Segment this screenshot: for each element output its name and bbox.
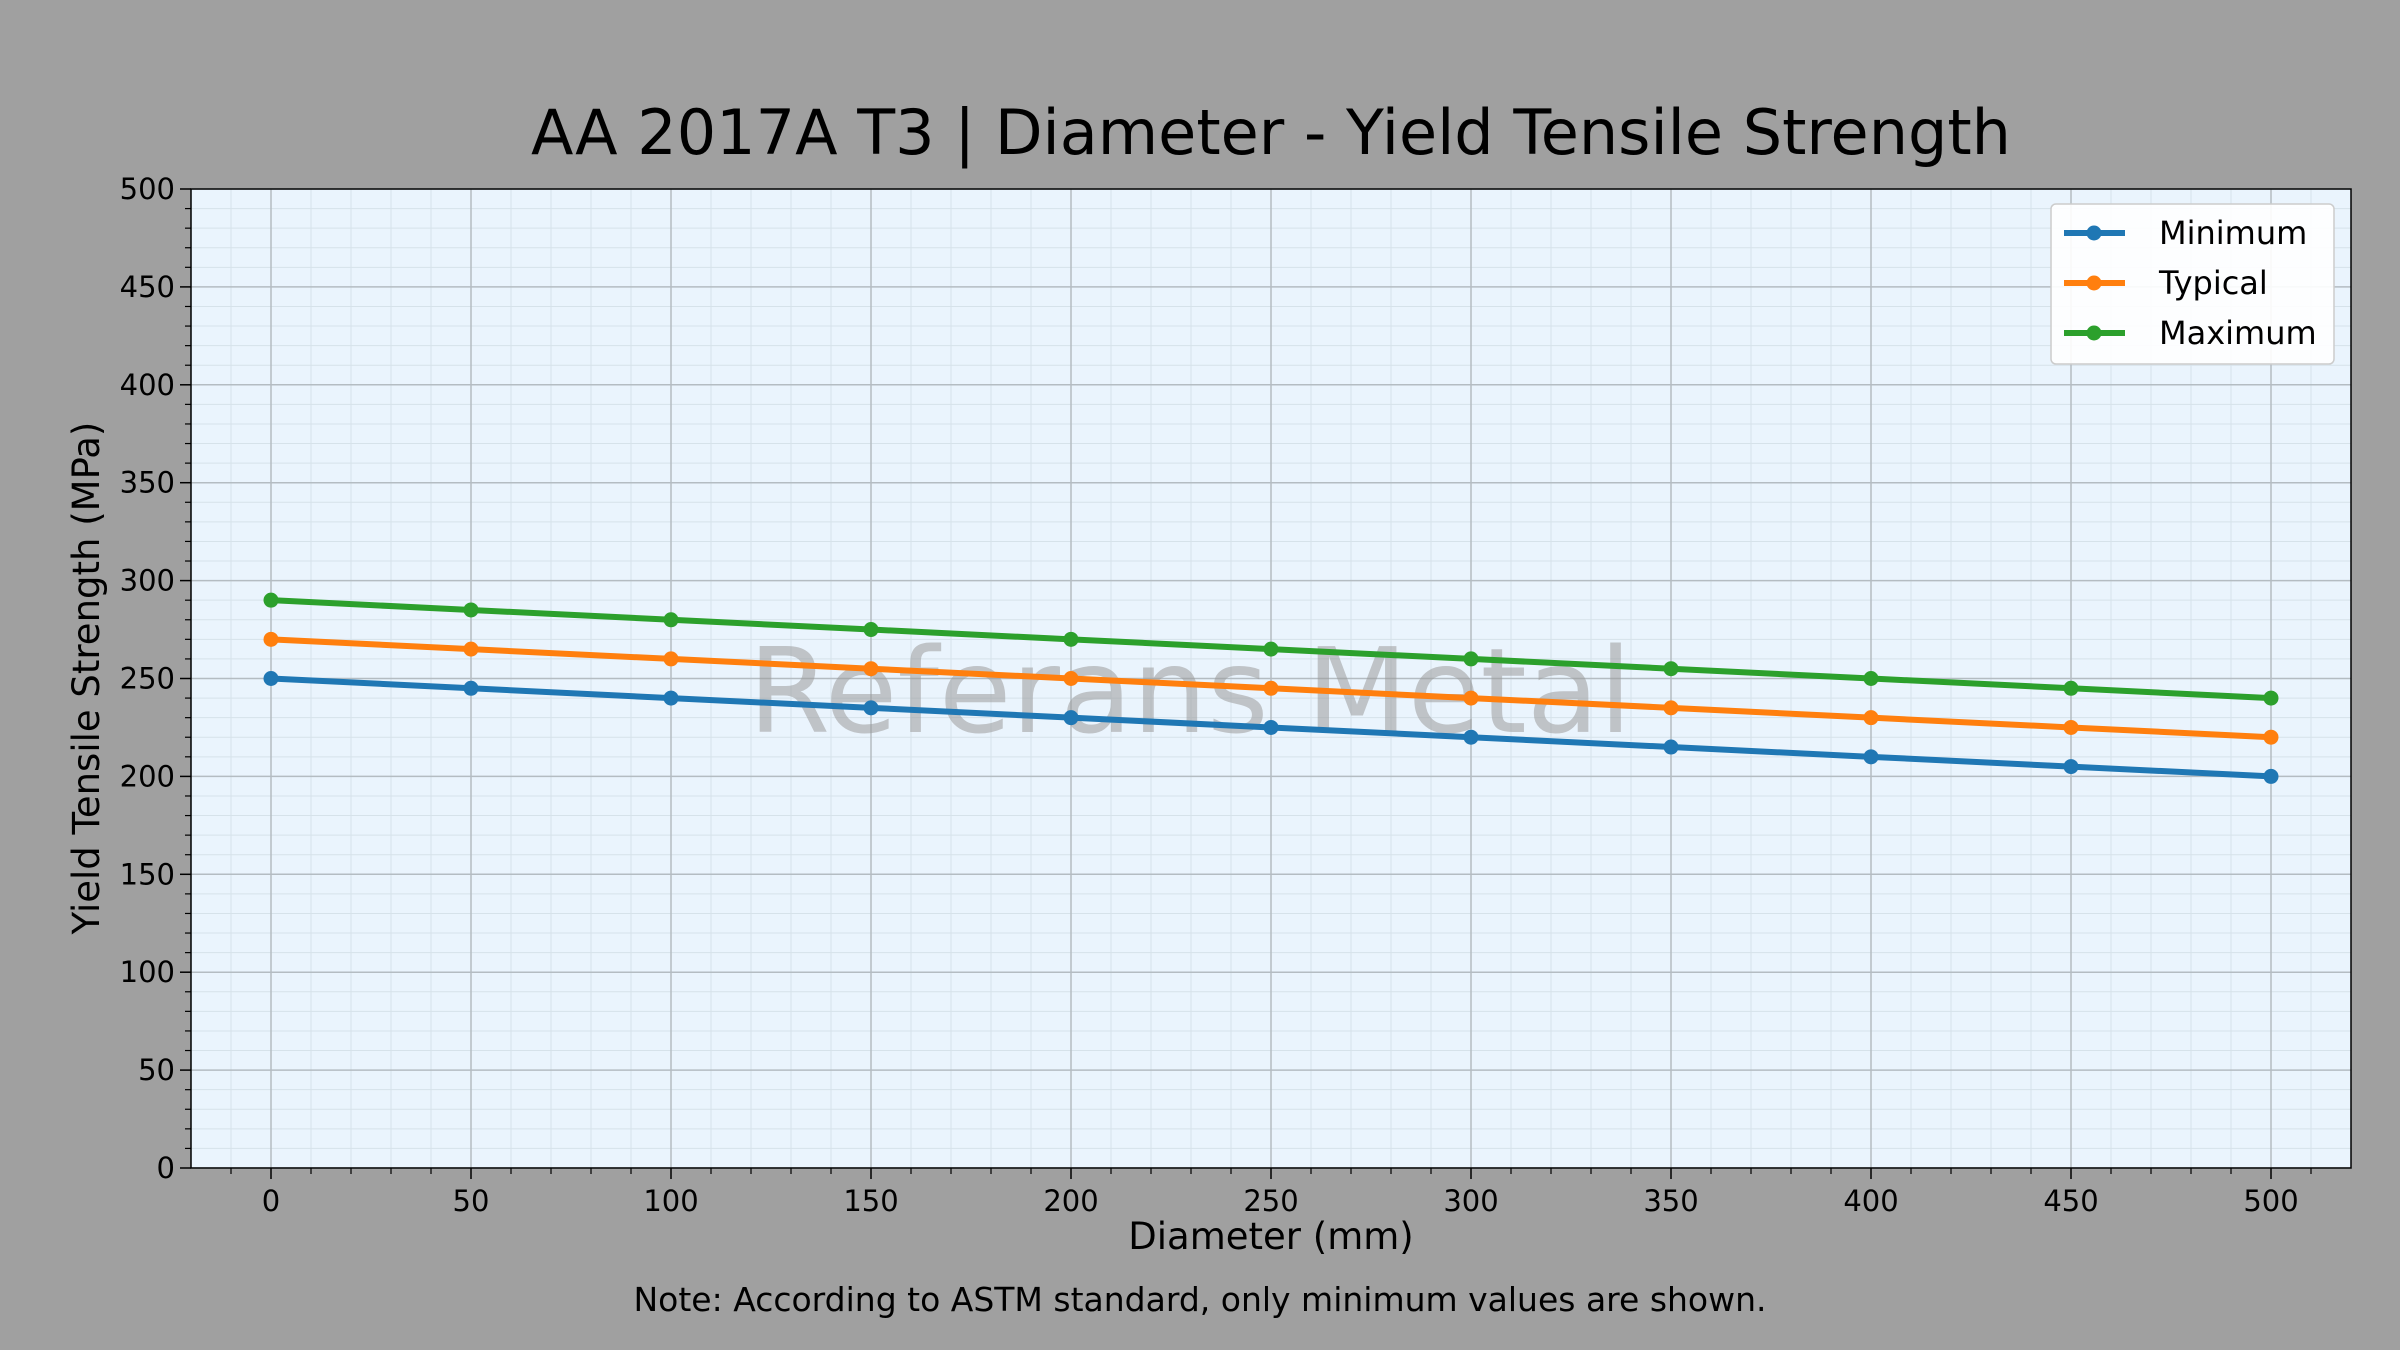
x-tick-label: 50 xyxy=(453,1184,490,1218)
y-tick-label: 100 xyxy=(120,955,175,989)
data-point xyxy=(463,680,479,696)
y-axis: 0 50 100 150 200 250 300 350 400 450 500 xyxy=(120,172,191,1185)
x-tick-label: 500 xyxy=(2243,1184,2298,1218)
series-minimum xyxy=(263,671,2279,784)
legend-label: Typical xyxy=(2158,264,2268,302)
data-point xyxy=(2263,768,2279,784)
legend-box xyxy=(2050,203,2335,365)
y-axis-label: Yield Tensile Strength (MPa) xyxy=(65,422,108,936)
legend-swatch-marker xyxy=(2086,325,2102,341)
data-point xyxy=(1663,739,1679,755)
data-point xyxy=(663,651,679,667)
data-point xyxy=(263,592,279,608)
y-tick-label: 450 xyxy=(120,270,175,304)
data-point xyxy=(1863,671,1879,686)
x-tick-label: 200 xyxy=(1043,1184,1098,1218)
footnote: Note: According to ASTM standard, only m… xyxy=(633,1280,1766,1319)
data-point xyxy=(863,700,879,716)
data-point xyxy=(1263,680,1279,696)
x-tick-label: 400 xyxy=(1843,1184,1898,1218)
data-point xyxy=(1863,749,1879,765)
data-point xyxy=(1463,690,1479,706)
data-point xyxy=(1663,700,1679,716)
data-point xyxy=(2063,759,2079,775)
data-point xyxy=(863,622,879,638)
y-tick-label: 400 xyxy=(120,368,175,402)
data-point xyxy=(1263,641,1279,657)
series-typical xyxy=(263,631,2279,745)
series-layer xyxy=(263,592,2279,784)
data-point xyxy=(463,641,479,657)
x-tick-label: 300 xyxy=(1443,1184,1498,1218)
data-point xyxy=(1463,729,1479,745)
y-tick-label: 300 xyxy=(120,564,175,598)
y-tick-label: 50 xyxy=(138,1053,175,1087)
y-tick-label: 150 xyxy=(120,857,175,891)
data-point xyxy=(263,631,279,647)
legend-label: Maximum xyxy=(2159,314,2317,352)
legend: Minimum Typical Maximum xyxy=(2050,203,2335,365)
data-point xyxy=(1663,661,1679,677)
y-tick-label: 250 xyxy=(120,662,175,696)
data-point xyxy=(2063,719,2079,735)
y-tick-label: 350 xyxy=(120,466,175,500)
legend-swatch-marker xyxy=(2086,225,2102,241)
data-point xyxy=(1063,671,1079,686)
data-point xyxy=(663,690,679,706)
series-maximum xyxy=(263,592,2279,706)
legend-label: Minimum xyxy=(2159,214,2307,252)
x-tick-label: 450 xyxy=(2043,1184,2098,1218)
data-point xyxy=(1463,651,1479,667)
x-axis: 0 50 100 150 200 250 300 350 400 450 500 xyxy=(230,1168,2312,1218)
data-point xyxy=(2263,690,2279,706)
y-tick-label: 0 xyxy=(157,1151,175,1185)
x-axis-label: Diameter (mm) xyxy=(1128,1215,1413,1258)
data-point xyxy=(863,661,879,677)
x-tick-label: 150 xyxy=(843,1184,898,1218)
data-point xyxy=(1063,631,1079,647)
legend-item-maximum: Maximum xyxy=(2064,314,2317,352)
legend-swatch-marker xyxy=(2086,275,2102,291)
data-point xyxy=(263,671,279,686)
x-tick-label: 100 xyxy=(643,1184,698,1218)
y-tick-label: 500 xyxy=(120,172,175,206)
legend-item-typical: Typical xyxy=(2064,264,2268,302)
data-point xyxy=(1063,710,1079,726)
legend-item-minimum: Minimum xyxy=(2064,214,2307,252)
data-point xyxy=(463,602,479,618)
y-tick-label: 200 xyxy=(120,759,175,793)
data-point xyxy=(2263,729,2279,745)
data-point xyxy=(663,612,679,628)
chart-title: AA 2017A T3 | Diameter - Yield Tensile S… xyxy=(531,96,2011,170)
data-point xyxy=(1863,710,1879,726)
x-tick-label: 250 xyxy=(1243,1184,1298,1218)
data-point xyxy=(1263,719,1279,735)
data-point xyxy=(2063,680,2079,696)
x-tick-label: 350 xyxy=(1643,1184,1698,1218)
x-tick-label: 0 xyxy=(262,1184,280,1218)
